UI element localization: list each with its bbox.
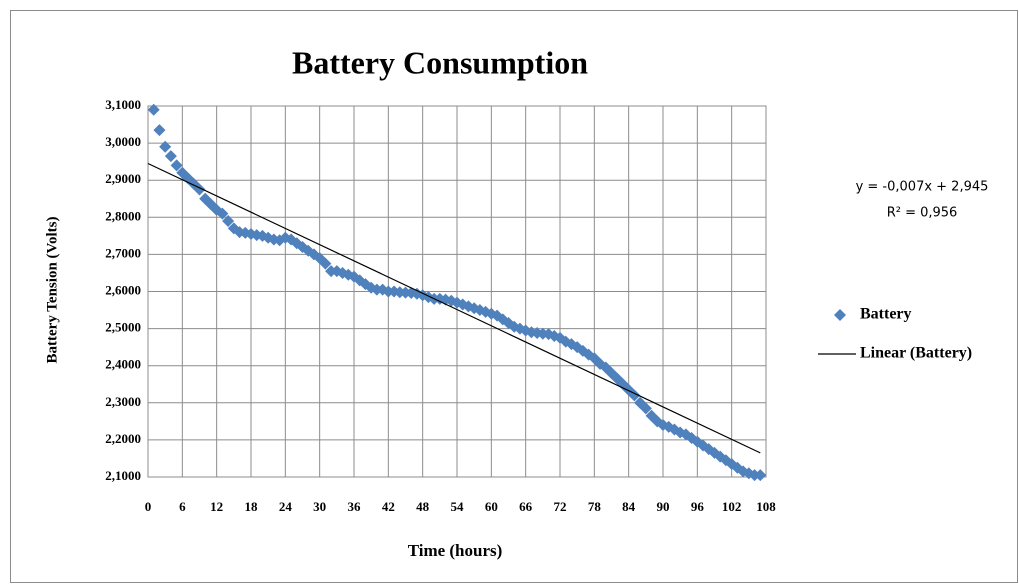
x-tick-label: 6: [179, 499, 186, 514]
y-tick-label: 3,0000: [105, 134, 141, 149]
trend-line: [147, 162, 761, 454]
data-point: [222, 215, 235, 228]
data-point: [147, 103, 160, 116]
x-tick-label: 0: [145, 499, 152, 514]
x-tick-label: 54: [451, 499, 465, 514]
y-tick-label: 2,6000: [105, 282, 141, 297]
x-tick-label: 12: [210, 499, 223, 514]
x-tick-label: 60: [485, 499, 498, 514]
data-point: [319, 257, 332, 270]
r-squared: R² = 0,956: [887, 206, 958, 221]
y-tick-label: 2,3000: [105, 394, 141, 409]
data-point: [153, 124, 166, 137]
y-tick-label: 3,1000: [105, 97, 141, 112]
x-tick-label: 42: [382, 499, 395, 514]
chart-title: Battery Consumption: [292, 44, 588, 80]
y-tick-label: 2,7000: [105, 245, 141, 260]
legend-label: Linear (Battery): [860, 345, 972, 362]
x-tick-label: 108: [756, 499, 776, 514]
x-tick-label: 30: [313, 499, 326, 514]
data-point: [639, 402, 652, 415]
x-tick-label: 72: [554, 499, 567, 514]
data-point: [216, 207, 229, 220]
y-tick-label: 2,9000: [105, 171, 141, 186]
x-tick-label: 48: [416, 499, 430, 514]
y-tick-label: 2,8000: [105, 208, 141, 223]
y-tick-label: 2,5000: [105, 320, 141, 335]
legend-label: Battery: [860, 306, 912, 323]
trend-equation: y = -0,007x + 2,945: [856, 180, 989, 195]
data-point: [170, 159, 183, 172]
x-tick-label: 66: [519, 499, 533, 514]
y-tick-label: 2,2000: [105, 431, 141, 446]
x-tick-label: 36: [348, 499, 362, 514]
y-tick-label: 2,4000: [105, 357, 141, 372]
data-point: [164, 150, 177, 163]
y-axis-label: Battery Tension (Volts): [44, 217, 60, 364]
x-tick-label: 78: [588, 499, 602, 514]
x-tick-label: 18: [245, 499, 259, 514]
x-tick-label: 96: [691, 499, 705, 514]
data-point: [159, 140, 172, 153]
x-tick-label: 84: [622, 499, 636, 514]
y-tick-label: 2,1000: [105, 468, 141, 483]
x-tick-label: 90: [657, 499, 670, 514]
x-tick-label: 102: [722, 499, 742, 514]
data-point: [754, 469, 767, 482]
x-tick-label: 24: [279, 499, 293, 514]
x-axis-label: Time (hours): [408, 541, 503, 560]
legend-swatch: [834, 309, 846, 321]
